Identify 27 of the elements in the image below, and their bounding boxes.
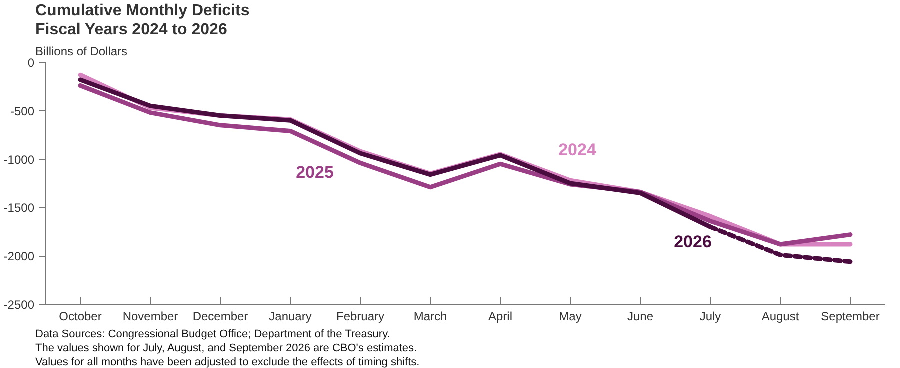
- y-axis-title: Billions of Dollars: [36, 44, 128, 58]
- x-tick-label: April: [488, 310, 513, 324]
- y-tick-label: 0: [28, 56, 35, 70]
- x-tick-label: October: [59, 310, 102, 324]
- y-tick-label: -1500: [4, 201, 35, 216]
- x-tick-label: September: [821, 310, 880, 324]
- chart-title: Cumulative Monthly Deficits: [36, 2, 250, 20]
- series-label: 2024: [558, 140, 597, 160]
- x-tick-label: November: [122, 310, 178, 324]
- y-tick-label: -2500: [4, 298, 35, 312]
- x-tick-label: March: [414, 310, 448, 324]
- series-label: 2026: [674, 232, 712, 252]
- text: Data Sources: Congressional Budget Office; Department of the Treasury.: [36, 328, 390, 340]
- x-tick-label: June: [627, 310, 654, 324]
- text: The values shown for July, August, and September 2026 are CBO's estimates.: [36, 342, 418, 354]
- y-tick-label: -1000: [4, 152, 35, 167]
- chart-subtitle: Fiscal Years 2024 to 2026: [36, 22, 228, 38]
- y-tick-label: -2000: [4, 250, 35, 264]
- x-tick-label: February: [336, 310, 385, 324]
- text: Values for all months have been adjusted to exclude the effects of timing shifts.: [36, 356, 420, 368]
- x-tick-label: May: [559, 310, 582, 324]
- x-tick-label: January: [269, 310, 312, 324]
- x-tick-label: July: [700, 310, 722, 324]
- y-tick-label: -500: [10, 104, 35, 118]
- x-tick-label: December: [192, 310, 248, 324]
- x-tick-label: August: [762, 310, 800, 324]
- series-label: 2025: [296, 162, 334, 182]
